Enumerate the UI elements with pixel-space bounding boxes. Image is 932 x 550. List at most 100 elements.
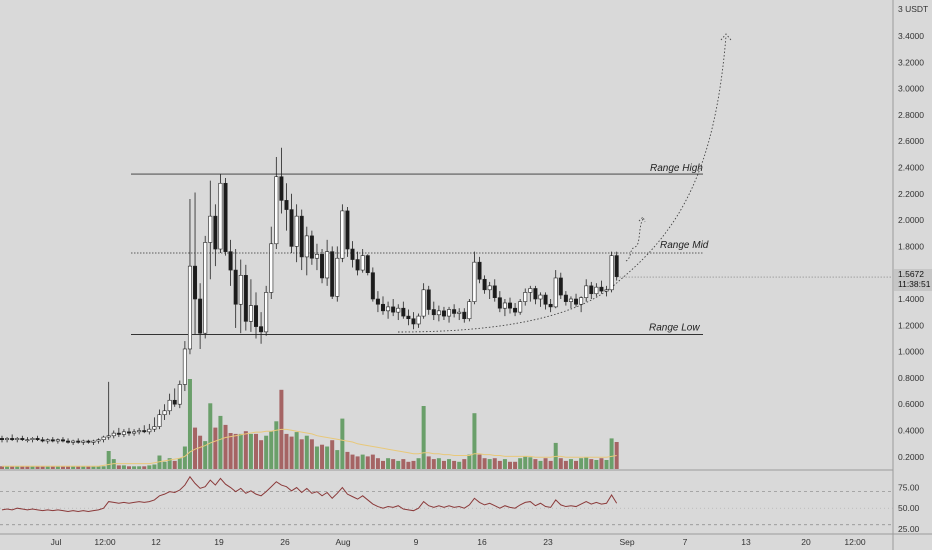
- candle-body: [248, 305, 253, 322]
- candle-body: [340, 210, 345, 259]
- candle-body: [375, 298, 380, 305]
- candle-body: [208, 215, 213, 243]
- candle-body: [35, 438, 40, 441]
- volume-bar: [213, 427, 218, 469]
- candle-body: [309, 235, 314, 259]
- volume-bar: [477, 454, 482, 469]
- candle-body: [492, 285, 497, 298]
- volume-bar: [233, 433, 238, 469]
- volume-bar: [320, 444, 325, 469]
- candle-body: [462, 311, 467, 320]
- candle-body: [91, 440, 96, 443]
- candlesticks: [0, 147, 619, 445]
- price-axis-tick-label: 3.0000: [898, 84, 924, 94]
- candle-countdown: 11:38:51: [898, 279, 931, 289]
- volume-bar: [431, 459, 436, 469]
- volume-bar: [264, 435, 269, 469]
- parabolic-curve-projection: [397, 33, 732, 333]
- volume-bar: [172, 460, 177, 469]
- time-axis-tick-label: 20: [801, 537, 811, 547]
- rsi-axis[interactable]: 75.00 50.00 25.00: [898, 483, 920, 534]
- candle-body: [116, 432, 121, 435]
- time-axis-tick-label: 12:00: [94, 537, 116, 547]
- volume-bar: [523, 456, 528, 469]
- rsi-axis-tick-label: 25.00: [898, 524, 920, 534]
- rsi-axis-tick-label: 75.00: [898, 483, 920, 493]
- volume-bar: [574, 460, 579, 469]
- candle-body: [162, 410, 167, 416]
- volume-bar: [436, 458, 441, 469]
- volume-bar: [15, 466, 20, 469]
- volume-bar: [269, 431, 274, 469]
- volume-bar: [528, 457, 533, 469]
- candle-body: [370, 272, 375, 300]
- candle-body: [614, 255, 619, 277]
- volume-bar: [365, 456, 370, 469]
- candle-body: [579, 297, 584, 305]
- candle-body: [243, 275, 248, 322]
- volume-bar: [543, 458, 548, 469]
- last-price-tag: 1.5672 11:38:51: [894, 269, 932, 292]
- volume-bar: [101, 466, 106, 469]
- candle-body: [568, 298, 573, 302]
- candle-body: [452, 309, 457, 314]
- volume-bar: [45, 466, 50, 469]
- volume-bar: [391, 459, 396, 469]
- volume-bar: [187, 379, 192, 469]
- time-axis-tick-label: 9: [414, 537, 419, 547]
- volume-bar: [299, 439, 304, 469]
- volume-bar: [594, 460, 599, 469]
- candle-body: [502, 302, 507, 309]
- candle-body: [289, 209, 294, 247]
- volume-bar: [116, 465, 121, 469]
- candle-body: [533, 288, 538, 300]
- candle-body: [0, 438, 5, 441]
- volume-bar: [208, 403, 213, 469]
- volume-bar: [0, 466, 4, 469]
- candle-body: [401, 307, 406, 317]
- candle-body: [142, 430, 147, 433]
- last-price-value: 1.5672: [898, 269, 924, 279]
- price-axis-unit: 3 USDT: [898, 4, 928, 14]
- candle-body: [121, 431, 126, 435]
- volume-bar: [203, 441, 208, 469]
- volume-bar: [248, 433, 253, 469]
- candle-body: [360, 255, 365, 271]
- volume-bar: [335, 450, 340, 469]
- candle-body: [5, 438, 10, 441]
- candle-body: [279, 176, 284, 201]
- candle-body: [543, 294, 548, 305]
- candle-body: [325, 251, 330, 279]
- candle-body: [304, 235, 309, 258]
- candle-body: [416, 315, 421, 325]
- range-mid-label: Range Mid: [660, 240, 709, 251]
- candle-body: [584, 285, 589, 298]
- candle-body: [203, 242, 208, 334]
- volume-bar: [604, 460, 609, 469]
- volume-bar: [416, 458, 421, 469]
- candle-body: [45, 439, 50, 442]
- candle-body: [15, 438, 20, 441]
- candle-body: [294, 215, 299, 247]
- candle-body: [487, 285, 492, 291]
- candle-body: [71, 440, 76, 443]
- volume-bar: [284, 433, 289, 469]
- candle-body: [467, 301, 472, 320]
- candle-body: [30, 438, 35, 441]
- volume-bar: [259, 440, 264, 469]
- candle-body: [528, 288, 533, 293]
- candle-body: [55, 439, 60, 442]
- time-axis-tick-label: Jul: [51, 537, 62, 547]
- candle-body: [132, 431, 137, 434]
- candle-body: [238, 275, 243, 305]
- candle-body: [50, 439, 55, 442]
- candle-body: [127, 431, 132, 434]
- time-axis[interactable]: Jul 12:00 12 19 26 Aug 9 16 23 Sep 7 13 20 12:00: [51, 537, 866, 547]
- candle-body: [223, 182, 228, 252]
- volume-bar: [71, 466, 76, 469]
- volume-bar: [462, 459, 467, 469]
- volume-bar: [492, 458, 497, 469]
- candle-body: [187, 265, 192, 350]
- volume-bar: [370, 454, 375, 469]
